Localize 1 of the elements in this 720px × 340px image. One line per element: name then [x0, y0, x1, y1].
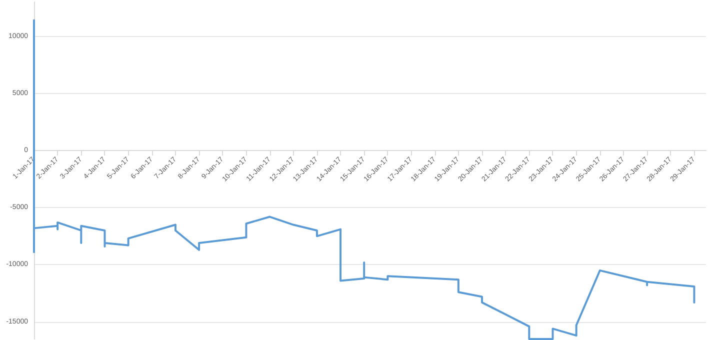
line-series [33, 19, 696, 340]
